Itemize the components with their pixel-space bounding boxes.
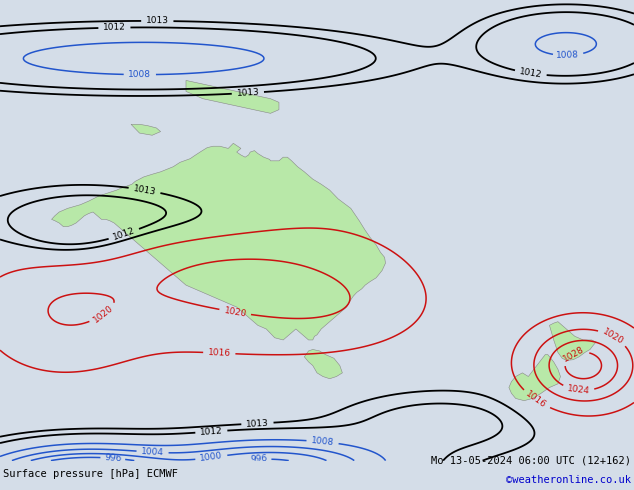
Text: 1004: 1004 <box>141 447 164 457</box>
Text: 1012: 1012 <box>519 67 543 79</box>
Polygon shape <box>304 349 342 379</box>
Text: 996: 996 <box>250 455 268 465</box>
Text: 1028: 1028 <box>562 344 586 364</box>
Text: 1008: 1008 <box>128 70 152 79</box>
Text: Surface pressure [hPa] ECMWF: Surface pressure [hPa] ECMWF <box>3 469 178 479</box>
Text: 1000: 1000 <box>199 451 223 464</box>
Text: 1016: 1016 <box>207 348 231 358</box>
Text: ©weatheronline.co.uk: ©weatheronline.co.uk <box>506 475 631 485</box>
Text: 1012: 1012 <box>103 23 126 32</box>
Text: 1008: 1008 <box>311 436 335 447</box>
Text: 1008: 1008 <box>555 50 579 60</box>
Text: 1020: 1020 <box>601 327 625 346</box>
Text: 1013: 1013 <box>236 88 260 98</box>
Text: 1020: 1020 <box>223 306 247 318</box>
Text: 1013: 1013 <box>246 418 269 429</box>
Polygon shape <box>186 80 279 113</box>
Polygon shape <box>51 143 385 340</box>
Polygon shape <box>509 355 560 401</box>
Text: Mo 13-05-2024 06:00 UTC (12+162): Mo 13-05-2024 06:00 UTC (12+162) <box>431 456 631 466</box>
Text: 1012: 1012 <box>200 426 223 437</box>
Text: 1012: 1012 <box>112 226 136 242</box>
Text: 1013: 1013 <box>146 16 169 25</box>
Text: 1013: 1013 <box>133 184 157 196</box>
Text: 1024: 1024 <box>567 384 590 396</box>
Text: 996: 996 <box>104 453 122 464</box>
Polygon shape <box>131 124 160 135</box>
Text: 1016: 1016 <box>524 390 548 410</box>
Polygon shape <box>550 322 596 361</box>
Text: 1020: 1020 <box>91 303 115 324</box>
